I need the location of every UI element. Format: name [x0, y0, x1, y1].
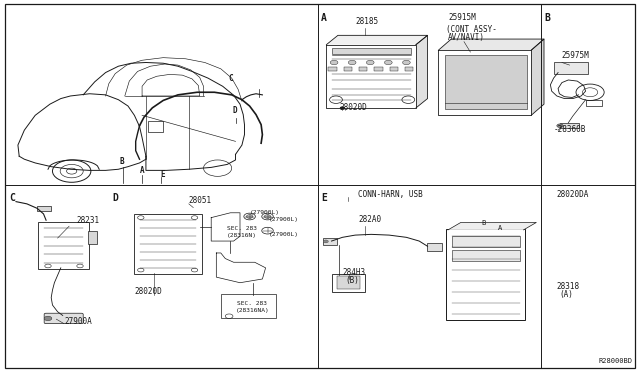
FancyBboxPatch shape — [332, 48, 411, 54]
FancyBboxPatch shape — [390, 67, 398, 71]
Text: (28316N): (28316N) — [227, 233, 257, 238]
FancyBboxPatch shape — [344, 67, 352, 71]
Text: A: A — [321, 13, 327, 23]
FancyBboxPatch shape — [374, 67, 383, 71]
Text: E: E — [321, 193, 327, 203]
Polygon shape — [416, 35, 428, 108]
Polygon shape — [326, 35, 428, 45]
Text: -28360B: -28360B — [554, 125, 586, 134]
Text: A: A — [498, 225, 502, 231]
Text: C: C — [9, 193, 15, 203]
Text: 28020DA: 28020DA — [557, 190, 589, 199]
Text: SEC. 283: SEC. 283 — [227, 226, 257, 231]
Text: D: D — [112, 193, 118, 203]
Text: B: B — [544, 13, 550, 23]
Text: (CONT ASSY-: (CONT ASSY- — [446, 25, 497, 33]
Circle shape — [323, 240, 328, 243]
Text: 28318: 28318 — [557, 282, 580, 291]
Text: R28000BD: R28000BD — [598, 358, 632, 364]
Text: 28231: 28231 — [77, 216, 100, 225]
Circle shape — [330, 60, 338, 65]
Text: (28316NA): (28316NA) — [236, 308, 269, 314]
Text: 284H3: 284H3 — [342, 268, 365, 277]
FancyBboxPatch shape — [427, 243, 442, 251]
FancyBboxPatch shape — [452, 236, 520, 247]
Polygon shape — [448, 222, 536, 230]
Text: A: A — [140, 166, 144, 175]
Text: 25975M: 25975M — [562, 51, 589, 60]
FancyBboxPatch shape — [37, 206, 51, 211]
Text: CONN-HARN, USB: CONN-HARN, USB — [358, 190, 423, 199]
FancyBboxPatch shape — [359, 67, 367, 71]
Text: 28051: 28051 — [189, 196, 212, 205]
FancyBboxPatch shape — [560, 123, 579, 128]
Text: (27900L): (27900L) — [269, 217, 299, 222]
Text: B: B — [481, 220, 486, 226]
Text: C: C — [228, 74, 233, 83]
Text: SEC. 283: SEC. 283 — [237, 301, 267, 306]
FancyBboxPatch shape — [328, 67, 337, 71]
Circle shape — [557, 124, 563, 128]
Text: 27900A: 27900A — [64, 317, 92, 326]
Circle shape — [264, 215, 271, 218]
Text: 282A0: 282A0 — [358, 215, 381, 224]
FancyBboxPatch shape — [405, 67, 413, 71]
Text: B: B — [119, 157, 124, 166]
Text: 25915M: 25915M — [448, 13, 476, 22]
Text: AV/NAVI): AV/NAVI) — [448, 33, 485, 42]
Text: (27900L): (27900L) — [269, 232, 299, 237]
Text: (27900L): (27900L) — [250, 210, 280, 215]
FancyBboxPatch shape — [452, 250, 520, 261]
Text: 28020D: 28020D — [134, 287, 162, 296]
Text: E: E — [160, 170, 164, 179]
Text: 28185: 28185 — [355, 17, 378, 26]
FancyBboxPatch shape — [445, 55, 527, 109]
Circle shape — [44, 316, 52, 321]
FancyBboxPatch shape — [88, 231, 97, 244]
FancyBboxPatch shape — [337, 276, 360, 289]
Polygon shape — [531, 39, 544, 115]
Text: 28020D: 28020D — [339, 103, 367, 112]
Circle shape — [403, 60, 410, 65]
Text: (A): (A) — [559, 290, 573, 299]
Circle shape — [246, 215, 253, 218]
Circle shape — [340, 106, 345, 109]
FancyBboxPatch shape — [554, 62, 588, 74]
FancyBboxPatch shape — [323, 238, 337, 245]
Polygon shape — [438, 39, 544, 50]
FancyBboxPatch shape — [44, 313, 83, 324]
Text: (B): (B) — [346, 276, 360, 285]
Text: D: D — [232, 106, 237, 115]
Circle shape — [348, 60, 356, 65]
Circle shape — [385, 60, 392, 65]
Circle shape — [367, 60, 374, 65]
